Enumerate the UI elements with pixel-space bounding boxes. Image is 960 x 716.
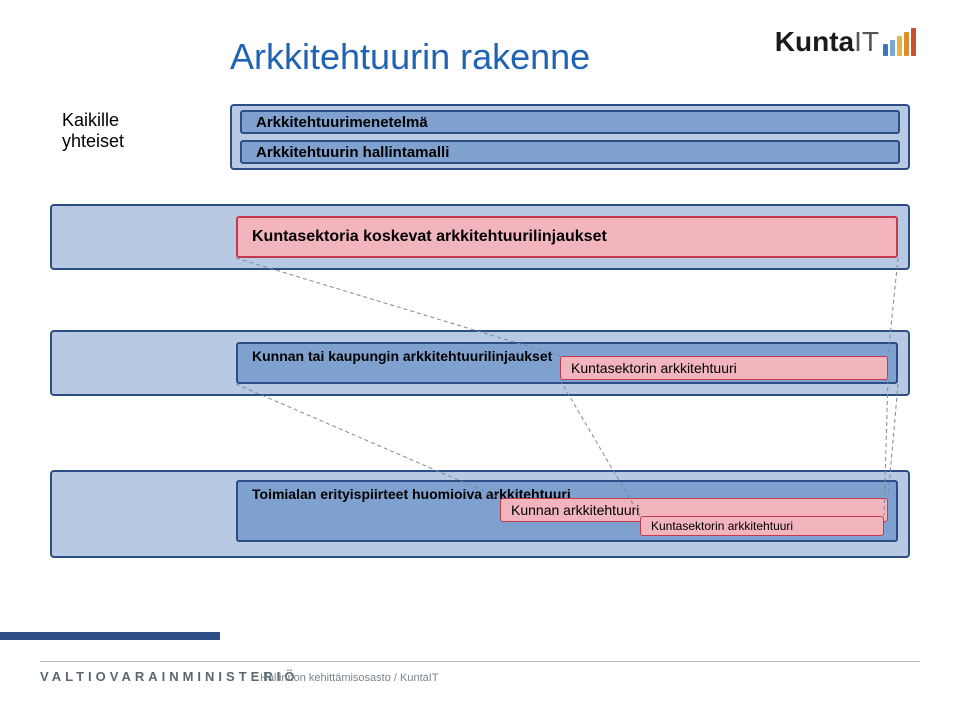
footer-small: Hallinnon kehittämisosasto / KuntaIT xyxy=(260,672,439,684)
strip-r1b-text: Arkkitehtuurin hallintamalli xyxy=(256,144,449,161)
slide: Arkkitehtuurin rakenne KuntaIT Kaikilley… xyxy=(0,0,960,716)
strip-r4c: Kuntasektorin arkkitehtuuri xyxy=(640,516,884,536)
strip-r1a: Arkkitehtuurimenetelmä xyxy=(240,110,900,134)
strip-r3b-text: Kuntasektorin arkkitehtuuri xyxy=(571,360,737,376)
logo-bars-icon xyxy=(883,28,916,56)
strip-r3b: Kuntasektorin arkkitehtuuri xyxy=(560,356,888,380)
row1-label: Kaikilleyhteiset xyxy=(62,110,124,152)
page-title: Arkkitehtuurin rakenne xyxy=(230,36,590,78)
logo-text: KuntaIT xyxy=(775,26,879,58)
strip-r1b: Arkkitehtuurin hallintamalli xyxy=(240,140,900,164)
footer-line xyxy=(40,661,920,662)
strip-r4b-text: Kunnan arkkitehtuuri xyxy=(511,502,639,518)
logo: KuntaIT xyxy=(775,26,916,58)
strip-r1a-text: Arkkitehtuurimenetelmä xyxy=(256,114,428,131)
strip-r3a-text: Kunnan tai kaupungin arkkitehtuurilinjau… xyxy=(252,348,552,364)
footer-accent xyxy=(0,632,960,640)
logo-brand: Kunta xyxy=(775,26,854,57)
strip-r2a: Kuntasektoria koskevat arkkitehtuurilinj… xyxy=(236,216,898,258)
strip-r4c-text: Kuntasektorin arkkitehtuuri xyxy=(651,519,793,533)
logo-brand2: IT xyxy=(854,26,879,57)
strip-r2a-text: Kuntasektoria koskevat arkkitehtuurilinj… xyxy=(252,228,607,246)
